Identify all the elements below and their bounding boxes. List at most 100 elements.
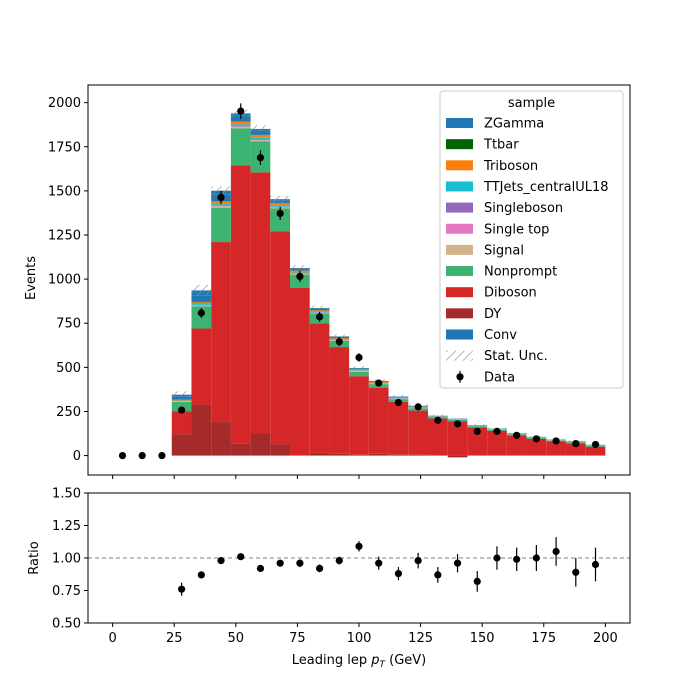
bar-diboson xyxy=(565,443,586,456)
legend-swatch-singleboson xyxy=(446,202,473,213)
x-axis-label-subscript: T xyxy=(379,660,386,670)
ratio-x-tick-label: 175 xyxy=(531,631,556,646)
bar-zgamma xyxy=(191,295,212,302)
bar-ttjets-centralul18 xyxy=(230,124,251,127)
legend-swatch-zgamma xyxy=(446,118,473,128)
bar-diboson xyxy=(487,430,507,456)
bar-diboson xyxy=(270,231,291,445)
ratio-y-tick-label: 1.00 xyxy=(52,552,81,567)
bar-ttjets-centralul18 xyxy=(270,205,291,207)
ratio-point xyxy=(375,559,383,567)
ratio-x-tick-label: 0 xyxy=(108,631,116,646)
stat-unc-bin xyxy=(388,395,409,398)
bar-dy xyxy=(349,454,369,456)
data-point xyxy=(158,451,166,460)
stat-unc-bin xyxy=(211,186,231,196)
data-point xyxy=(375,379,383,387)
ratio-x-tick-label: 25 xyxy=(166,631,183,646)
legend-label-ttbar: Ttbar xyxy=(483,138,519,153)
data-point xyxy=(256,154,265,162)
bar-nonprompt xyxy=(211,207,231,243)
ratio-y-tick-label: 0.75 xyxy=(52,584,81,599)
stat-unc-bin xyxy=(270,196,291,203)
data-point xyxy=(276,209,284,218)
ratio-x-tick-label: 50 xyxy=(228,631,245,646)
bar-diboson xyxy=(585,446,606,456)
legend-label-signal: Signal xyxy=(484,243,524,258)
legend-swatch-signal xyxy=(446,244,473,255)
stat-unc-bin xyxy=(250,125,271,133)
data-point xyxy=(217,193,225,202)
data-point xyxy=(237,107,245,115)
ratio-point xyxy=(256,564,265,573)
ratio-point xyxy=(237,553,245,561)
bar-signal xyxy=(349,371,369,372)
main-axis-ticks: 0 250 500 750 1000 1250 1500 1750 2000 xyxy=(48,96,606,479)
data-points xyxy=(118,103,600,460)
bar-triboson xyxy=(250,135,271,138)
legend-label-data: Data xyxy=(484,370,515,385)
data-point xyxy=(473,427,481,436)
legend-swatch-diboson xyxy=(446,287,473,298)
bar-diboson xyxy=(546,441,566,456)
bar-diboson xyxy=(427,418,448,456)
ratio-point xyxy=(296,559,304,567)
bar-nonprompt xyxy=(230,128,251,166)
data-point xyxy=(178,406,186,414)
legend-swatch-triboson xyxy=(446,160,473,171)
data-point xyxy=(394,398,403,407)
data-point xyxy=(414,403,422,411)
bar-dy xyxy=(270,444,291,456)
data-point xyxy=(296,272,304,281)
ratio-y-axis-label: Ratio xyxy=(27,541,42,574)
legend-label-nonprompt: Nonprompt xyxy=(484,265,557,280)
ratio-points xyxy=(178,537,600,596)
main-y-tick-label: 2000 xyxy=(48,96,81,111)
bar-dy xyxy=(368,453,389,456)
bar-signal xyxy=(191,305,212,307)
legend-swatch-conv xyxy=(446,329,473,340)
data-point xyxy=(493,427,501,436)
data-point xyxy=(572,439,580,448)
stat-unc-bin xyxy=(290,265,310,271)
bar-diboson xyxy=(250,172,271,434)
bar-ttjets-centralul18 xyxy=(191,304,212,305)
ratio-y-tick-label: 1.50 xyxy=(52,487,81,502)
main-y-tick-label: 750 xyxy=(56,317,81,332)
ratio-point xyxy=(217,557,225,565)
bar-diboson xyxy=(290,287,310,456)
main-y-tick-label: 0 xyxy=(73,449,81,464)
bar-diboson xyxy=(230,165,251,444)
legend-title: sample xyxy=(508,96,555,111)
bar-diboson xyxy=(349,376,369,455)
main-y-tick-label: 1750 xyxy=(48,140,81,155)
ratio-point xyxy=(197,571,205,579)
legend-label-ttjets-centralul18: TTJets_centralUL18 xyxy=(483,180,609,195)
legend-label-zgamma: ZGamma xyxy=(484,117,544,132)
data-point xyxy=(335,338,343,346)
main-panel: 0 250 500 750 1000 1250 1500 1750 2000 Events sa… xyxy=(24,84,631,479)
legend-swatch-dy xyxy=(446,308,473,319)
bar-dy xyxy=(408,454,428,456)
legend-label-triboson: Triboson xyxy=(483,159,538,174)
bar-ttjets-centralul18 xyxy=(349,370,369,371)
ratio-point xyxy=(335,557,343,565)
bar-nonprompt xyxy=(349,371,369,377)
legend-swatch-single-top xyxy=(446,223,473,234)
ratio-point xyxy=(355,542,363,550)
stat-unc-bin xyxy=(309,305,330,311)
bar-diboson xyxy=(467,427,488,456)
bar-diboson xyxy=(388,401,409,455)
ratio-point xyxy=(591,560,600,569)
x-axis-label-variable: p xyxy=(370,653,379,668)
ratio-point xyxy=(453,559,462,567)
legend-box xyxy=(439,90,624,389)
stat-unc-bin xyxy=(427,414,448,417)
stat-unc-bin xyxy=(171,391,192,399)
stat-unc-bin xyxy=(191,284,212,297)
bar-dy xyxy=(250,433,271,456)
data-point xyxy=(138,451,146,460)
bar-diboson xyxy=(506,435,527,456)
ratio-plot-frame xyxy=(87,492,631,624)
